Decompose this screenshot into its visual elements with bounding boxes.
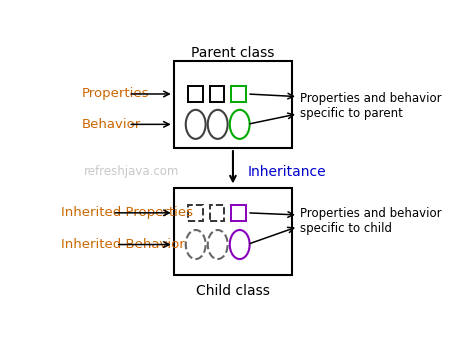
- Text: Properties and behavior
specific to parent: Properties and behavior specific to pare…: [300, 92, 442, 120]
- Ellipse shape: [186, 110, 206, 139]
- Text: Parent class: Parent class: [191, 46, 275, 60]
- Text: Inherited Properties: Inherited Properties: [61, 206, 193, 219]
- Bar: [231, 86, 246, 102]
- Text: Properties and behavior
specific to child: Properties and behavior specific to chil…: [300, 207, 442, 235]
- Ellipse shape: [230, 110, 250, 139]
- Bar: [188, 205, 203, 221]
- Text: refreshjava.com: refreshjava.com: [84, 165, 180, 178]
- Ellipse shape: [208, 110, 228, 139]
- Text: Child class: Child class: [196, 284, 270, 298]
- Ellipse shape: [230, 230, 250, 259]
- Text: Inheritance: Inheritance: [247, 165, 326, 179]
- Bar: [231, 205, 246, 221]
- Bar: [174, 188, 291, 275]
- Text: Properties: Properties: [82, 87, 150, 100]
- Bar: [209, 86, 224, 102]
- Text: Inherited Behavior: Inherited Behavior: [61, 238, 185, 251]
- Ellipse shape: [186, 230, 206, 259]
- Bar: [188, 86, 203, 102]
- Bar: [174, 61, 291, 148]
- Bar: [209, 205, 224, 221]
- Ellipse shape: [208, 230, 228, 259]
- Text: Behavior: Behavior: [82, 118, 142, 131]
